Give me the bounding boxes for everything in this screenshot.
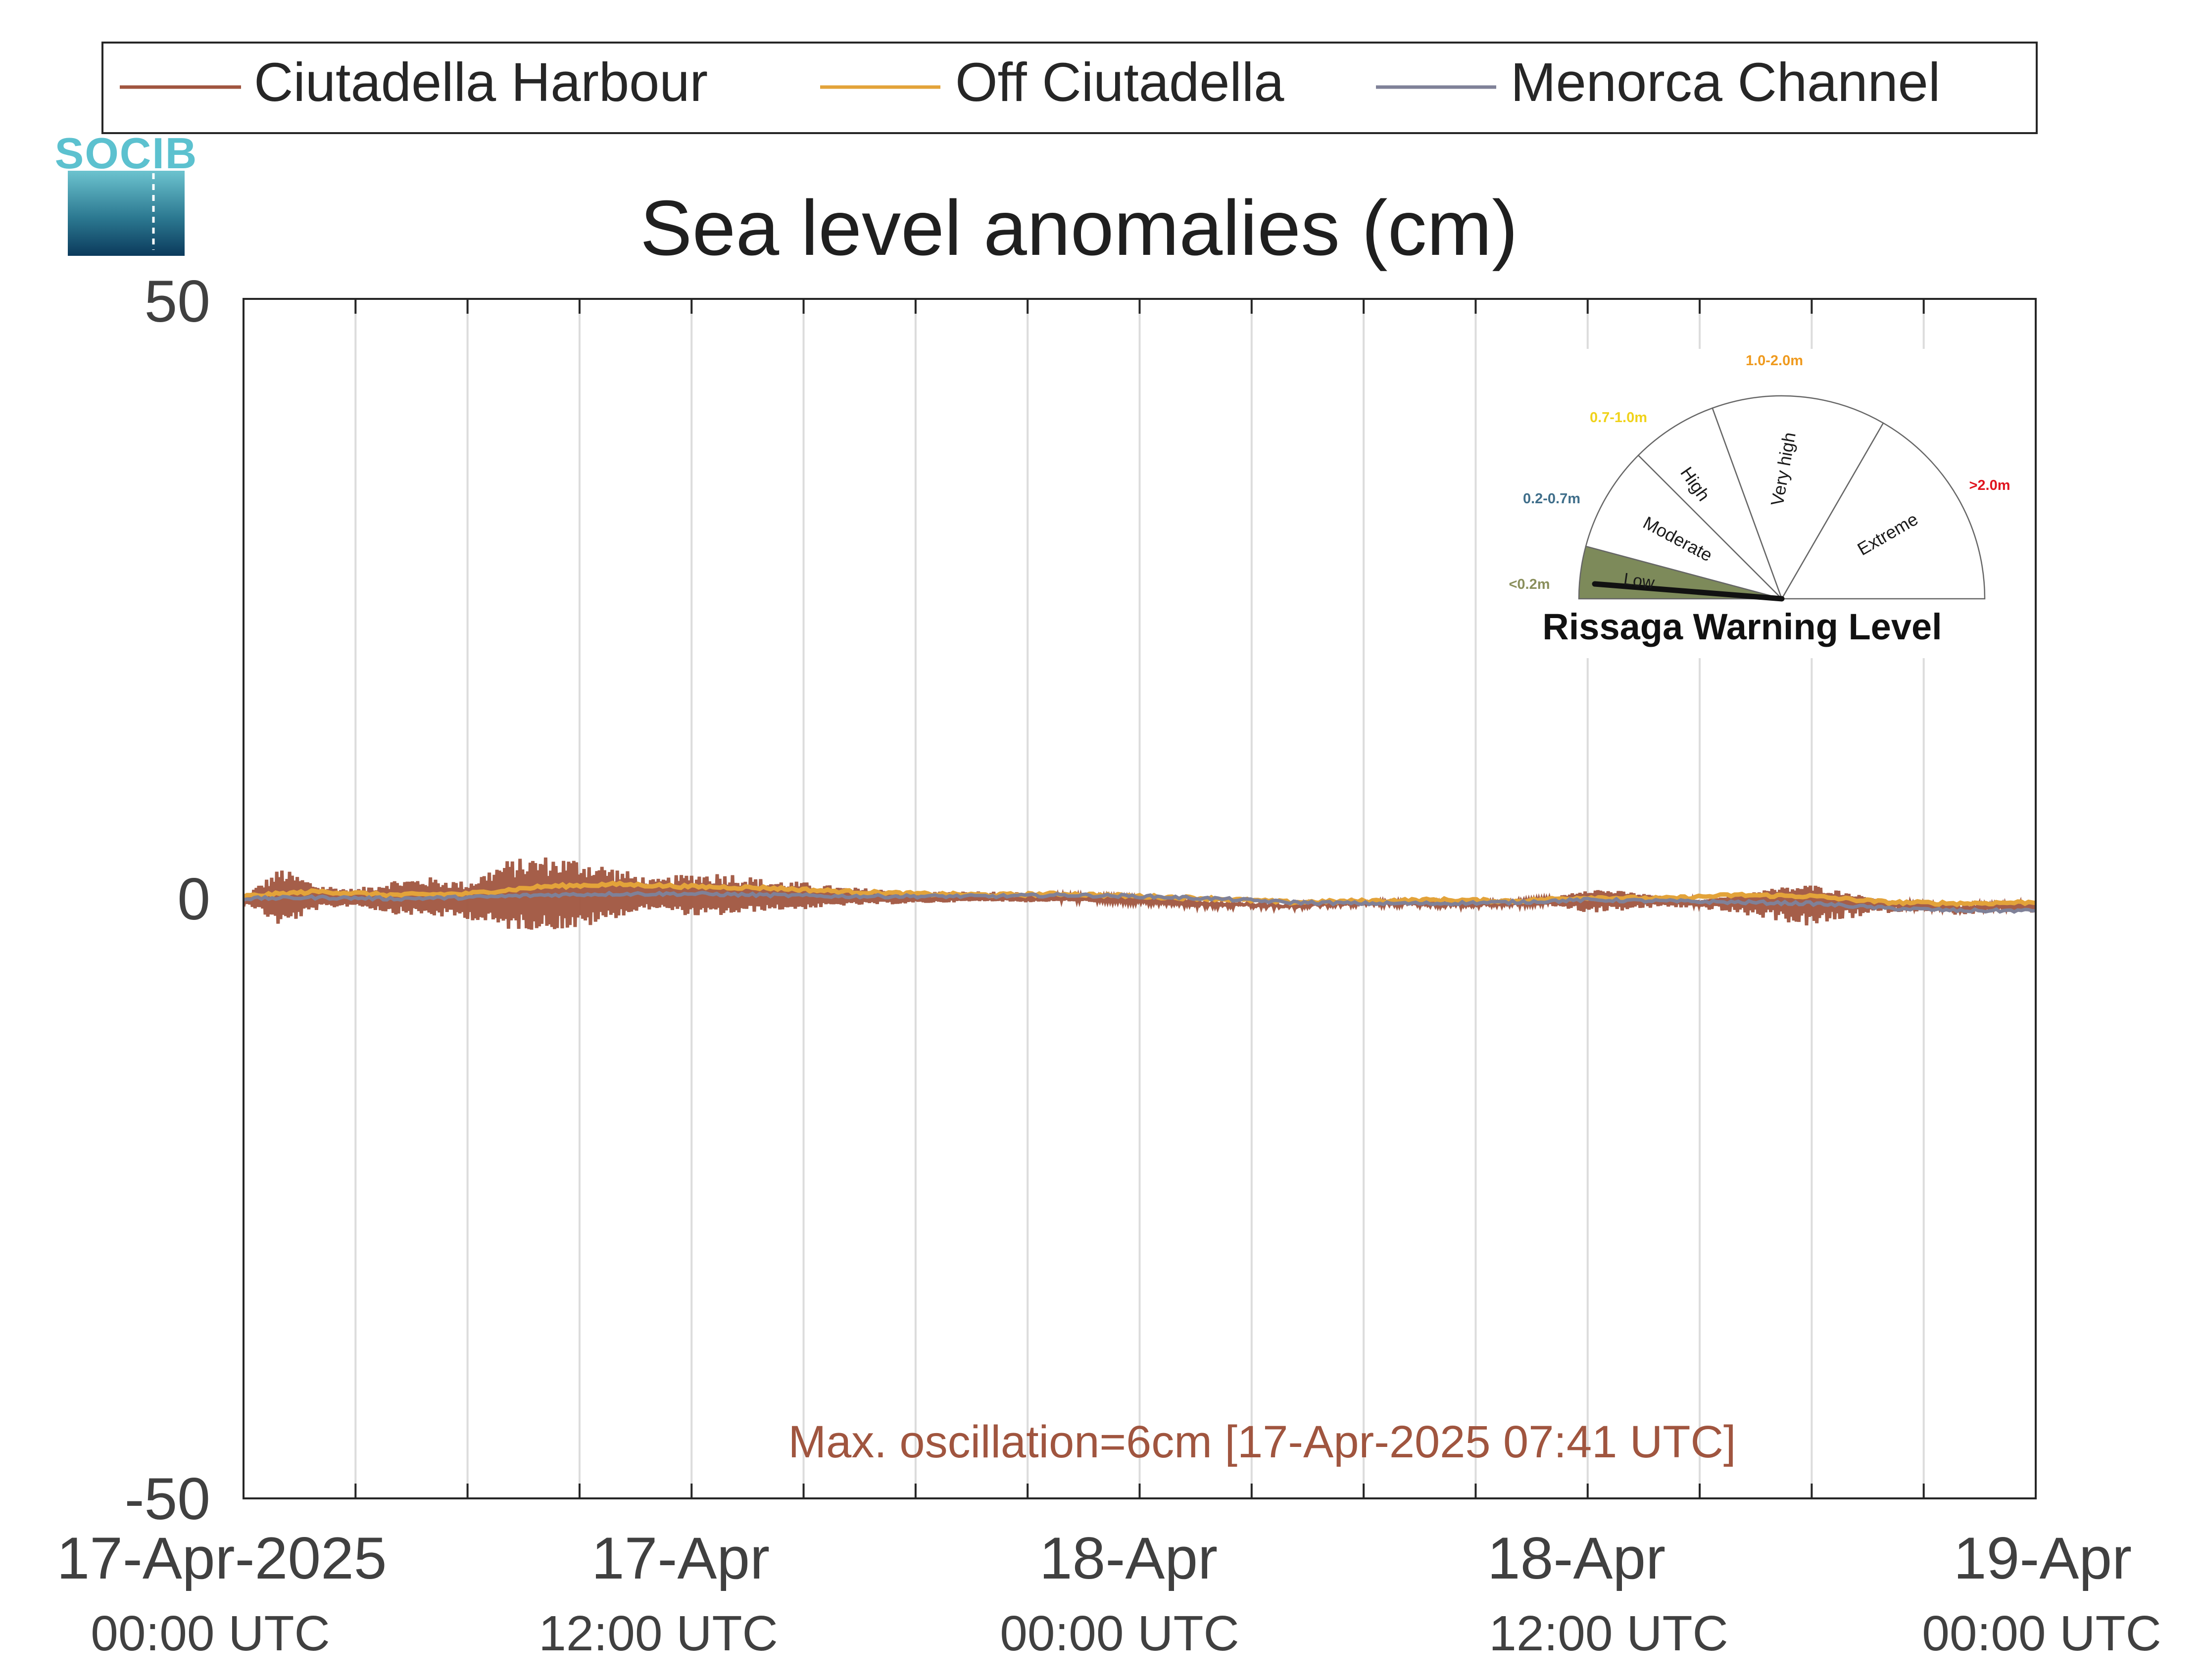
x-tick-sublabel: 00:00 UTC xyxy=(91,1606,330,1661)
x-axis-labels: 17-Apr-2025 00:00 UTC 17-Apr 12:00 UTC 1… xyxy=(56,1525,2161,1661)
legend-label-off-ciutadella: Off Ciutadella xyxy=(955,52,1284,113)
gauge-range-very-high: 1.0-2.0m xyxy=(1746,353,1803,369)
legend-label-menorca-channel: Menorca Channel xyxy=(1511,52,1940,113)
gauge-sector-very-high xyxy=(1712,395,1884,600)
gauge-level-low: Low xyxy=(1622,570,1656,592)
x-tick-label: 18-Apr xyxy=(1487,1525,1665,1591)
gauge-range-extreme: >2.0m xyxy=(1969,478,2010,493)
legend-frame xyxy=(101,42,2038,134)
series-off-ciutadella xyxy=(244,880,2036,908)
gauge-title: Rissaga Warning Level xyxy=(1542,606,1942,647)
x-tick-sublabel: 12:00 UTC xyxy=(1489,1606,1728,1661)
x-tick-label: 17-Apr-2025 xyxy=(56,1525,387,1591)
gauge-sector-extreme xyxy=(1780,422,1986,600)
y-axis: 50 0 -50 xyxy=(125,268,210,1532)
rissaga-warning-gauge: Low Moderate High Very high Extreme <0.2… xyxy=(1495,349,2024,658)
x-axis-ticks xyxy=(354,299,1925,1498)
x-tick-label: 18-Apr xyxy=(1039,1525,1218,1591)
gauge-sector-moderate xyxy=(1585,454,1784,600)
gauge-range-high: 0.7-1.0m xyxy=(1590,410,1647,426)
gauge-needle-icon xyxy=(1592,581,1785,602)
gauge-range-moderate: 0.2-0.7m xyxy=(1523,491,1580,507)
socib-logo-icon: SOCIB xyxy=(55,129,198,256)
series-menorca-channel xyxy=(244,890,2036,914)
x-tick-sublabel: 12:00 UTC xyxy=(539,1606,778,1661)
y-tick-label: 0 xyxy=(177,866,210,932)
x-tick-label: 17-Apr xyxy=(591,1525,770,1591)
gauge-sector-high xyxy=(1637,407,1783,599)
gauge-range-low: <0.2m xyxy=(1509,576,1550,592)
legend-label-ciutadella-harbour: Ciutadella Harbour xyxy=(254,52,708,113)
x-tick-sublabel: 00:00 UTC xyxy=(1922,1606,2161,1661)
y-tick-label: -50 xyxy=(125,1466,210,1532)
chart-title: Sea level anomalies (cm) xyxy=(640,185,1518,272)
x-tick-label: 19-Apr xyxy=(1954,1525,2132,1591)
y-tick-label: 50 xyxy=(145,268,210,335)
logo-text: SOCIB xyxy=(55,129,198,178)
max-oscillation-annotation: Max. oscillation=6cm [17-Apr-2025 07:41 … xyxy=(788,1417,1736,1467)
x-tick-sublabel: 00:00 UTC xyxy=(1000,1606,1239,1661)
legend: Ciutadella Harbour Off Ciutadella Menorc… xyxy=(101,42,2038,134)
